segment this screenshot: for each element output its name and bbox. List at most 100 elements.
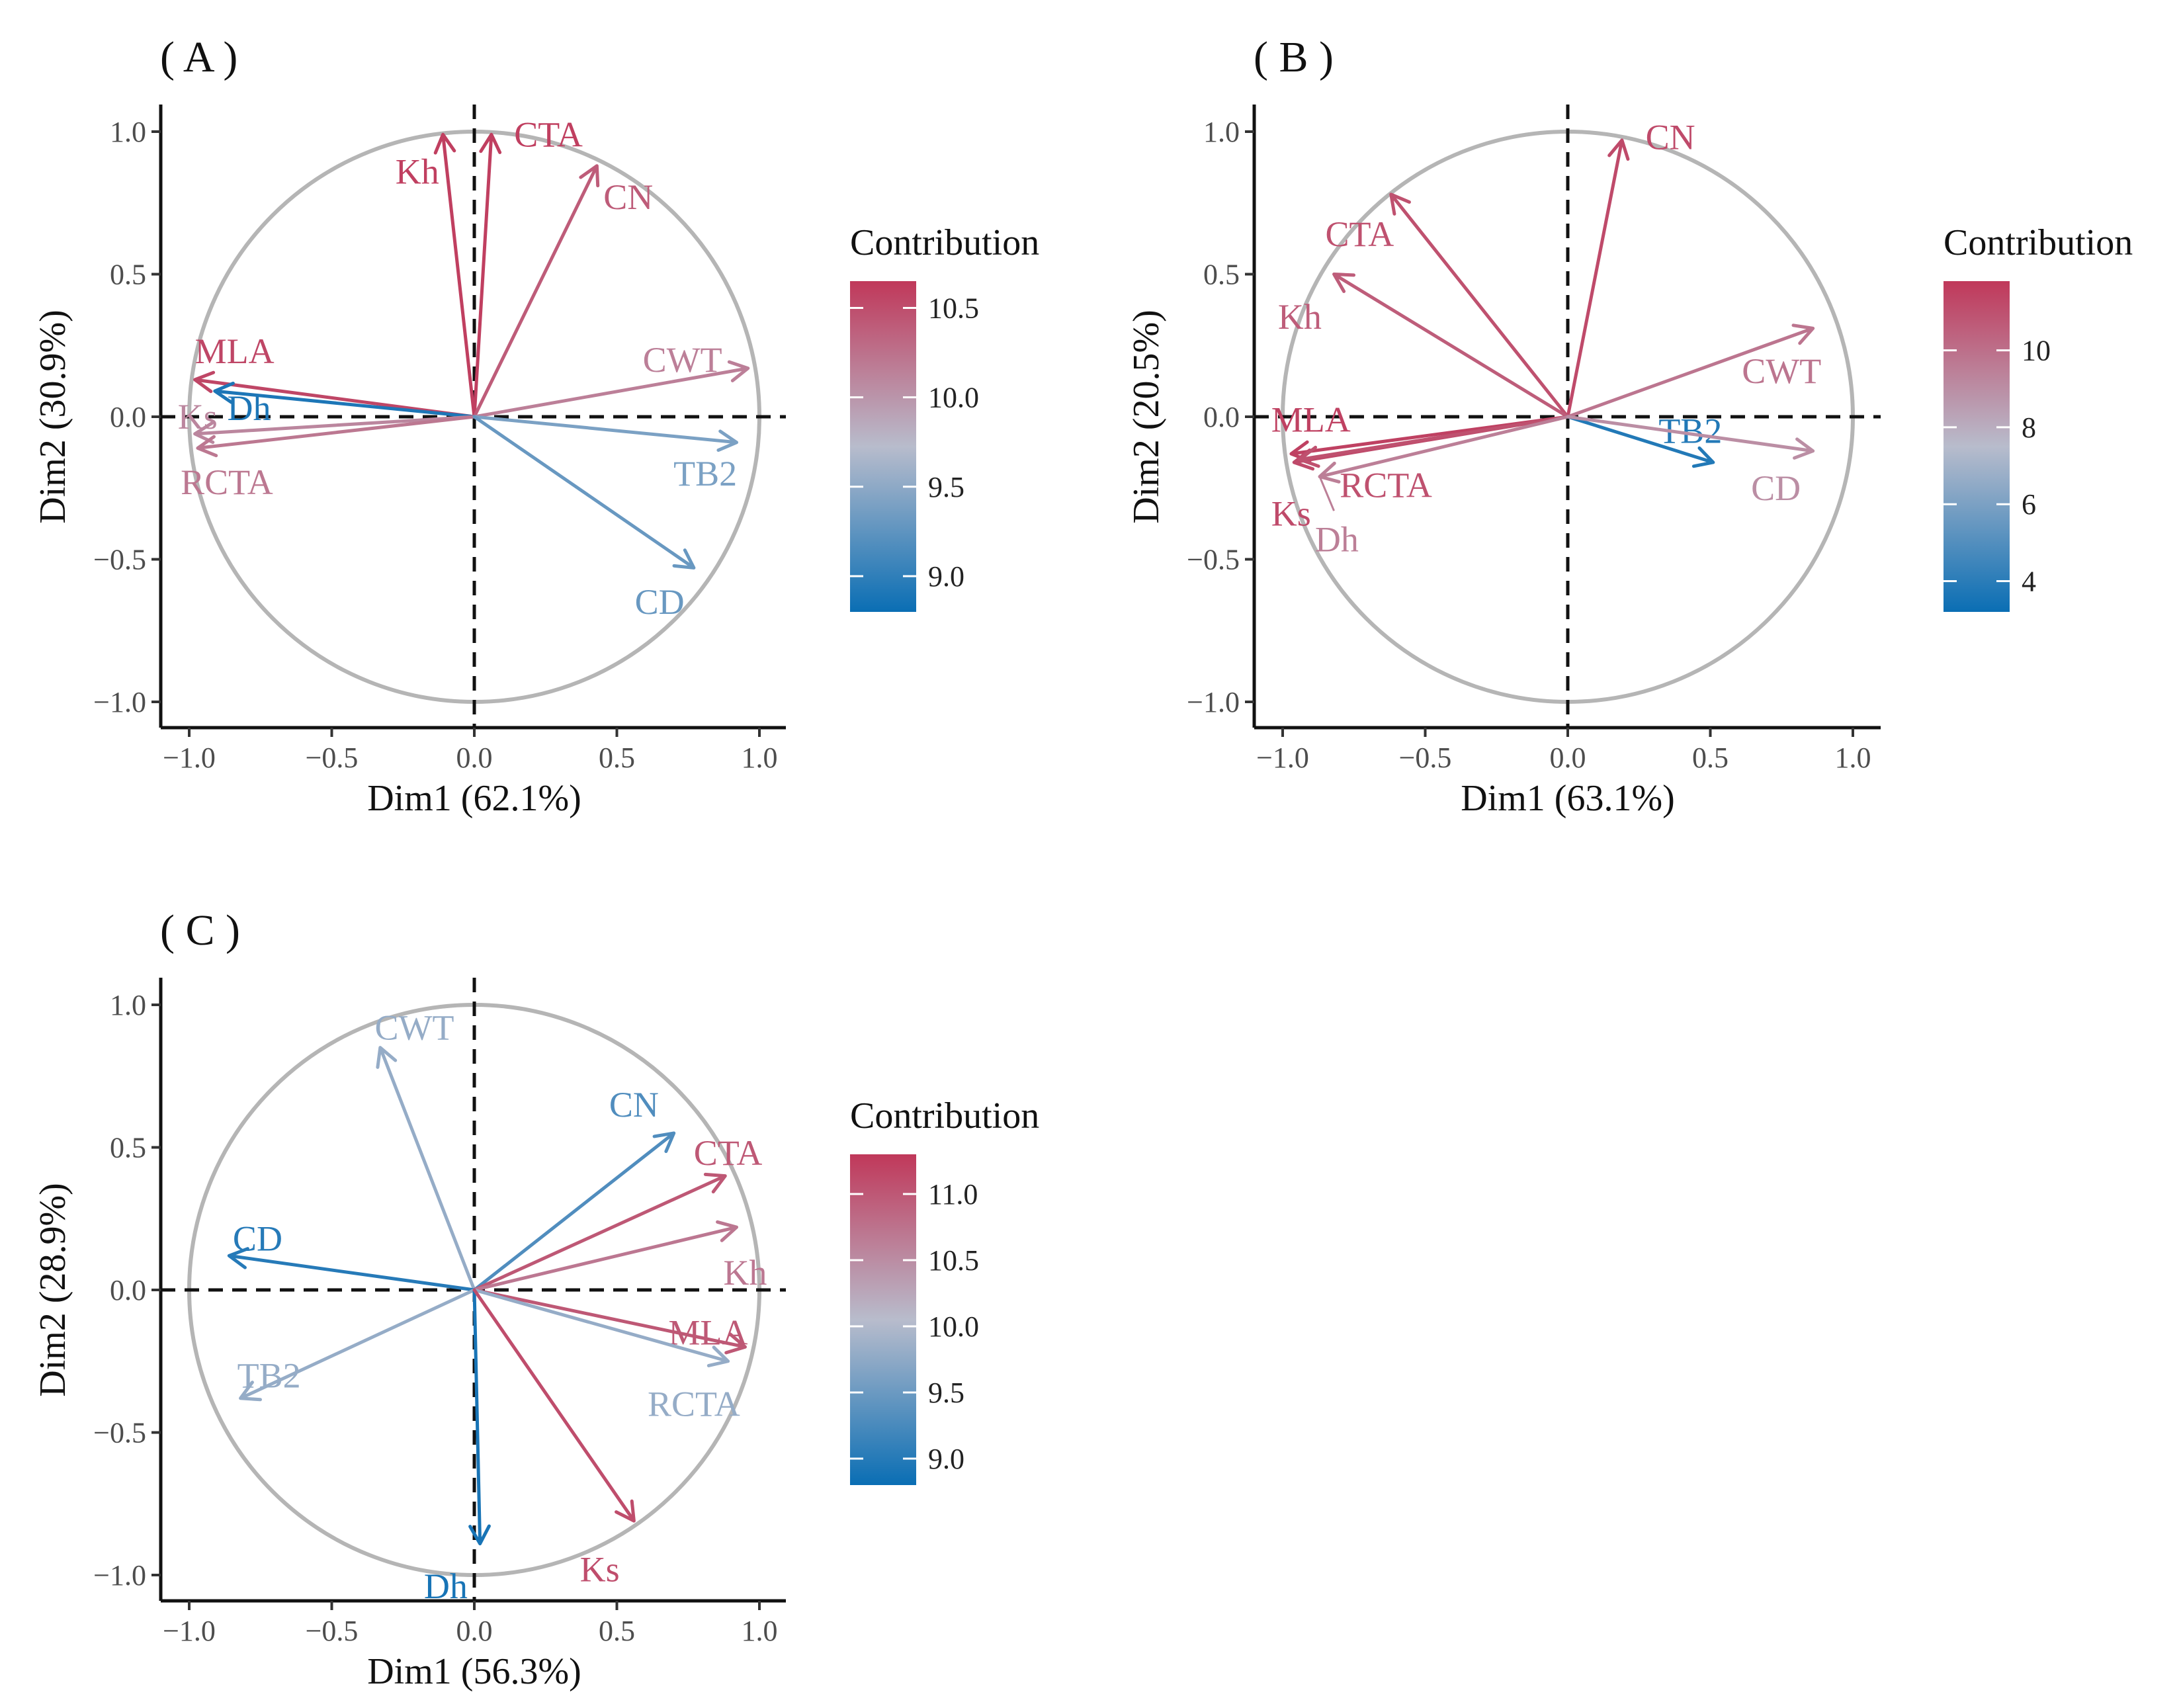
x-tick-label: 0.5 [599,742,635,774]
vector-arrow-dh [213,381,476,419]
variable-label-ks: Ks [1271,494,1311,534]
y-tick-label: 1.0 [110,116,146,148]
y-axis-title: Dim2 (20.5%) [1126,310,1167,524]
vector-arrow-cd [227,1247,476,1292]
y-tick-label: −0.5 [1187,544,1240,576]
x-tick-label: −0.5 [306,742,359,774]
x-tick-label: 0.0 [1550,742,1586,774]
variable-label-dh: Dh [424,1566,468,1606]
variable-label-cta: CTA [1326,214,1394,254]
x-tick-label: 0.5 [599,1615,635,1647]
variable-label-cta: CTA [694,1133,763,1173]
legend-colorbar [1944,281,2010,612]
legend-tick-label: 10 [2022,335,2051,367]
variable-label-cd: CD [1751,468,1801,508]
variable-label-kh: Kh [396,151,439,191]
legend-title: Contribution [850,222,1039,263]
variable-label-ks: Ks [178,397,218,437]
legend-tick-label: 8 [2022,411,2036,444]
variable-label-kh: Kh [1278,297,1322,337]
variable-label-rcta: RCTA [648,1384,740,1424]
variable-label-cwt: CWT [1742,351,1821,391]
x-axis-title: Dim1 (62.1%) [367,778,581,819]
variable-label-cn: CN [603,177,653,217]
legend-tick-label: 9.0 [928,560,964,593]
y-tick-label: −1.0 [1187,686,1240,718]
x-tick-label: −1.0 [163,742,216,774]
legend-tick-label: 10.5 [928,292,979,325]
variable-label-dh: Dh [1315,519,1359,559]
variable-label-kh: Kh [723,1253,767,1293]
variable-label-cta: CTA [514,114,583,154]
legend-colorbar [850,281,916,612]
x-tick-label: 1.0 [742,742,778,774]
x-tick-label: 0.5 [1692,742,1729,774]
variable-label-rcta: RCTA [181,462,273,502]
vector-arrow-rcta [196,415,476,458]
x-axis-title: Dim1 (63.1%) [1461,778,1675,819]
vector-arrow-cwt [472,360,750,419]
legend-title: Contribution [1944,222,2133,263]
y-tick-label: −0.5 [93,544,146,576]
legend-title: Contribution [850,1095,1039,1136]
panel-c: ( C ) −1.0 −0.5 0.0 0.5 1.0 −1.0 −0.5 0.0 0.5 1.0 D… [32,906,1039,1692]
y-tick-label: 0.5 [1203,259,1240,291]
vector-arrow-kh [1332,273,1570,419]
vector-arrow-cwt [1566,323,1815,419]
variable-label-dh: Dh [228,388,271,428]
vector-arrow-tb2 [239,1288,476,1402]
legend-colorbar [850,1154,916,1485]
x-tick-label: −1.0 [1256,742,1309,774]
x-tick-label: 1.0 [1835,742,1871,774]
x-axis-title: Dim1 (56.3%) [367,1651,581,1692]
legend-tick-label: 6 [2022,488,2036,521]
vector-arrow-cta [1389,192,1570,419]
panel-label: ( C ) [160,906,240,955]
variable-label-rcta: RCTA [1340,465,1432,505]
vector-arrow-ks [472,1288,636,1523]
variable-label-cn: CN [609,1085,659,1125]
legend-tick-label: 9.0 [928,1443,964,1475]
y-axis-title: Dim2 (30.9%) [32,310,73,524]
y-tick-label: −1.0 [93,686,146,718]
variable-label-cwt: CWT [643,340,722,380]
x-tick-label: 1.0 [742,1615,778,1647]
panel-label: ( B ) [1254,33,1334,81]
x-tick-label: 0.0 [456,742,493,774]
legend-tick-label: 10.0 [928,382,979,414]
legend-tick-label: 9.5 [928,471,964,503]
vector-arrow-kh [433,132,476,419]
x-tick-label: −0.5 [1399,742,1452,774]
y-tick-label: −0.5 [93,1417,146,1449]
legend-tick-label: 10.0 [928,1310,979,1343]
vector-arrow-rcta [1298,415,1570,468]
y-tick-label: 0.0 [110,1274,146,1306]
vector-arrow-cwt [376,1046,476,1292]
vector-arrow-cd [1566,415,1815,460]
y-tick-label: 0.0 [1203,401,1240,433]
y-tick-label: 1.0 [1203,116,1240,148]
vector-arrow-cd [472,415,696,570]
variable-label-mla: MLA [195,331,275,371]
label-leader-dh [1318,476,1335,511]
vector-arrow-tb2 [1566,415,1715,468]
vector-arrow-cn [1566,138,1630,419]
legend-tick-label: 11.0 [928,1178,978,1211]
vector-arrow-tb2 [472,415,739,452]
vector-arrow-cn [472,1131,676,1292]
vector-arrow-dh [468,1288,491,1546]
legend-tick-label: 10.5 [928,1244,979,1277]
y-tick-label: 0.5 [110,1132,146,1164]
y-tick-label: 0.5 [110,259,146,291]
vector-arrow-mla [472,1288,747,1355]
vector-arrow-cta [472,132,502,419]
variable-label-cn: CN [1646,118,1695,157]
y-axis-title: Dim2 (28.9%) [32,1183,73,1397]
panel-label: ( A ) [160,33,237,81]
variable-label-cd: CD [635,582,685,622]
variable-label-mla: MLA [668,1313,748,1353]
variable-label-cd: CD [233,1218,282,1258]
x-tick-label: −0.5 [306,1615,359,1647]
variable-label-tb2: TB2 [237,1355,301,1395]
y-tick-label: 1.0 [110,989,146,1021]
